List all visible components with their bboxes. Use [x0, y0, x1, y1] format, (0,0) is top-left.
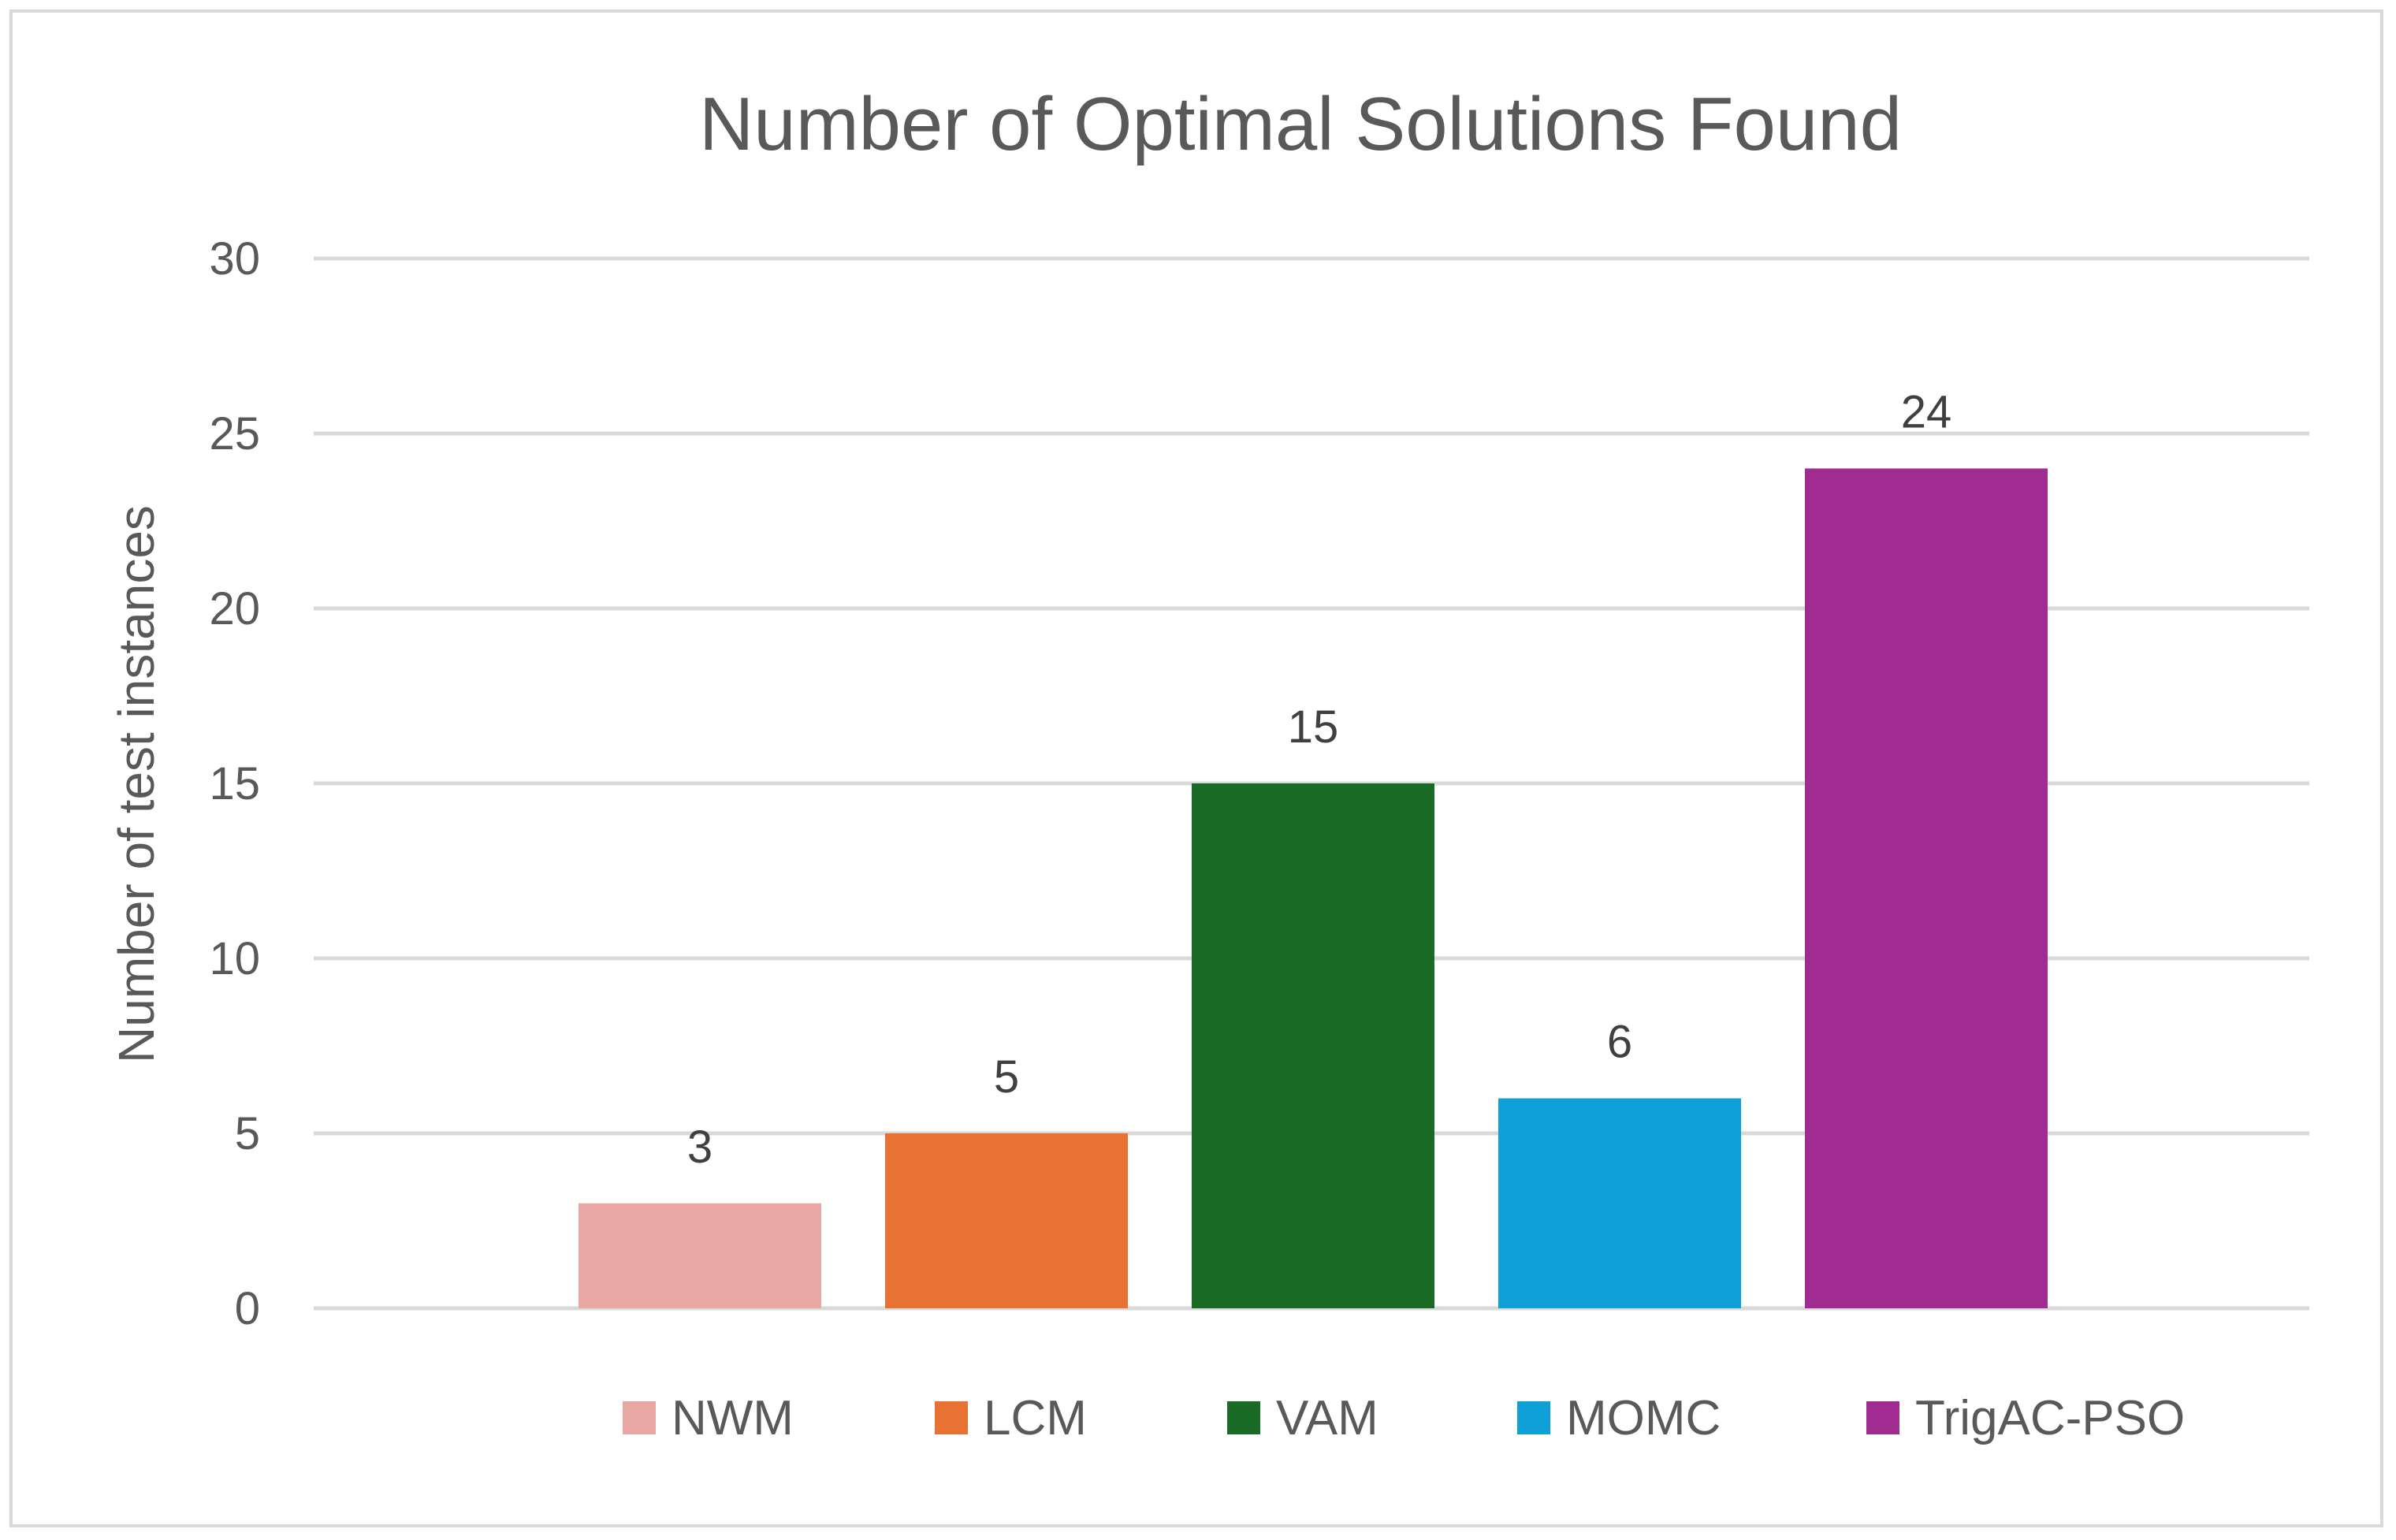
chart-title: Number of Optimal Solutions Found: [699, 82, 1902, 166]
legend-label-vam: VAM: [1276, 1391, 1378, 1445]
data-label-momc: 6: [1607, 1017, 1632, 1068]
legend-swatch-trigac-pso: [1866, 1401, 1899, 1434]
y-tick-label: 20: [209, 583, 260, 634]
y-tick-label: 30: [209, 233, 260, 285]
legend-swatch-nwm: [623, 1401, 656, 1434]
y-axis-ticks: 0 5 10 15 20 25 30: [209, 233, 260, 1334]
data-labels: 3 5 15 6 24: [687, 386, 1951, 1172]
y-axis-label: Number of test instances: [108, 505, 165, 1063]
y-tick-label: 15: [209, 758, 260, 809]
legend-label-momc: MOMC: [1566, 1391, 1721, 1445]
y-tick-label: 5: [235, 1108, 260, 1159]
legend-label-nwm: NWM: [672, 1391, 794, 1445]
y-tick-label: 10: [209, 933, 260, 984]
legend-label-lcm: LCM: [984, 1391, 1087, 1445]
bars: [579, 468, 2048, 1308]
legend-swatch-vam: [1227, 1401, 1260, 1434]
y-tick-label: 0: [235, 1283, 260, 1334]
bar-vam: [1192, 783, 1434, 1308]
bar-lcm: [885, 1133, 1128, 1308]
bar-momc: [1498, 1098, 1741, 1308]
legend-label-trigac-pso: TrigAC-PSO: [1915, 1391, 2185, 1445]
y-tick-label: 25: [209, 408, 260, 459]
data-label-nwm: 3: [687, 1122, 712, 1173]
legend: NWM LCM VAM MOMC TrigAC-PSO: [623, 1391, 2185, 1445]
legend-swatch-lcm: [935, 1401, 968, 1434]
bar-nwm: [579, 1203, 821, 1308]
data-label-lcm: 5: [994, 1051, 1019, 1103]
data-label-trigac-pso: 24: [1901, 386, 1952, 437]
legend-swatch-momc: [1517, 1401, 1550, 1434]
bar-trigac-pso: [1805, 468, 2048, 1308]
data-label-vam: 15: [1288, 701, 1339, 753]
